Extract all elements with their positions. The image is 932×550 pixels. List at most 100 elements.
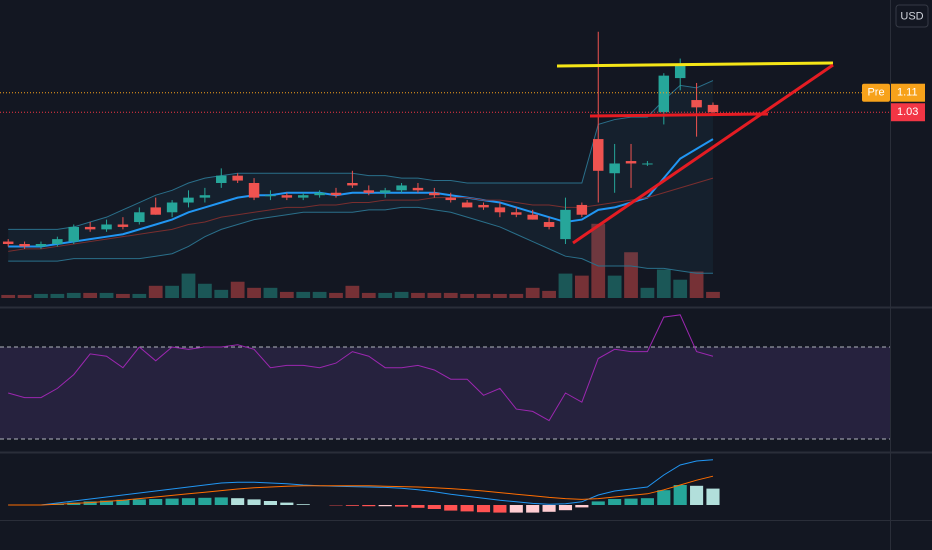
candle-body	[2, 241, 14, 244]
macd-histogram-bar	[395, 505, 409, 507]
volume-bar	[247, 287, 261, 298]
volume-bar	[525, 287, 540, 298]
macd-histogram-bar	[165, 498, 179, 505]
volume-bar	[476, 293, 491, 298]
volume-bar	[1, 294, 16, 298]
candle-body	[314, 192, 325, 196]
macd-histogram-bar	[116, 499, 130, 505]
candle-body	[281, 195, 293, 198]
candle-body	[625, 161, 637, 164]
macd-histogram-bar	[509, 505, 523, 513]
candle-body	[52, 239, 63, 244]
candle-body	[707, 104, 719, 113]
candle-body	[248, 183, 260, 198]
volume-bar	[689, 271, 704, 298]
candle-body	[527, 214, 538, 220]
plot	[0, 31, 890, 513]
macd-histogram-bar	[690, 485, 704, 505]
volume-bar	[493, 293, 507, 298]
price-badge	[891, 103, 925, 122]
candle-body	[183, 197, 194, 203]
price-badge-value: 1.11	[897, 87, 918, 99]
volume-bar	[443, 292, 458, 298]
candle-body	[429, 192, 440, 196]
volume-bar	[83, 292, 98, 298]
volume-bar	[279, 291, 294, 298]
volume-bar	[197, 283, 212, 298]
volume-bar	[17, 294, 32, 298]
candle-body	[68, 226, 80, 242]
macd-histogram-bar	[640, 498, 654, 505]
macd-histogram-bar	[181, 498, 196, 505]
macd-histogram-bar	[99, 500, 114, 505]
volume-bar	[574, 275, 589, 298]
candle-body	[19, 244, 30, 247]
candle-body	[396, 185, 407, 191]
candle-body	[330, 192, 342, 196]
macd-histogram-bar	[575, 505, 589, 508]
candle-body	[461, 202, 473, 208]
volume-bar	[230, 281, 245, 298]
candle-body	[609, 163, 620, 174]
candle-body	[101, 224, 112, 230]
macd-histogram-bar	[411, 505, 425, 508]
volume-bar	[624, 252, 638, 298]
candle-body	[478, 204, 489, 208]
macd-histogram-bar	[280, 502, 294, 505]
candle-body	[674, 65, 686, 79]
volume-bar	[116, 293, 130, 298]
macd-histogram-bar	[198, 497, 212, 505]
axes: 1.11 Pre 1.03	[862, 83, 925, 122]
volume-bar	[640, 287, 655, 298]
macd-histogram-bar	[427, 505, 441, 509]
candle-body	[494, 207, 506, 213]
volume-bar	[607, 275, 622, 298]
macd-histogram-bar	[247, 499, 261, 505]
macd-histogram-bar	[624, 498, 638, 505]
price-badge-tag	[862, 83, 890, 102]
candle-body	[691, 100, 702, 108]
volume-bar	[656, 269, 671, 298]
price-badge-label: Pre	[867, 87, 884, 99]
volume-bar	[263, 287, 278, 298]
macd-histogram-bar	[444, 505, 458, 511]
volume-bar	[345, 285, 360, 298]
volume-bar	[312, 291, 327, 298]
candle-body	[560, 209, 571, 240]
macd-histogram-bar	[231, 498, 245, 505]
candle-body	[150, 207, 161, 215]
macd-histogram-bar	[476, 505, 491, 513]
candle-body	[347, 183, 358, 186]
volume-bar	[50, 293, 65, 298]
volume-bar	[509, 293, 524, 298]
macd-histogram-bar	[493, 505, 507, 513]
volume-bar	[591, 223, 606, 298]
volume-bar	[132, 293, 147, 298]
macd-histogram-bar	[378, 505, 392, 507]
candle-body	[35, 244, 47, 247]
macd-histogram-bar	[542, 505, 556, 512]
volume-bar	[66, 292, 81, 298]
candle-body	[117, 224, 129, 227]
macd-histogram-bar	[132, 499, 146, 505]
volume-bar	[542, 290, 556, 298]
drawn-trend-line	[572, 63, 834, 245]
price-badge-value: 1.03	[897, 106, 918, 118]
candle-body	[265, 195, 276, 197]
candle-body	[543, 222, 555, 227]
volume-bar	[34, 293, 48, 298]
candle-body	[166, 202, 178, 213]
macd-histogram-bar	[526, 505, 540, 513]
candle-body	[576, 204, 588, 215]
volume-bar	[411, 292, 425, 298]
macd-histogram-bar	[706, 488, 720, 505]
rsi-line	[8, 314, 714, 422]
macd-histogram-bar	[673, 485, 687, 505]
volume-bar	[165, 285, 179, 298]
currency: USD	[900, 10, 923, 22]
volume-bar	[673, 279, 688, 298]
macd-histogram-bar	[345, 505, 359, 506]
volume-bar	[378, 292, 393, 298]
